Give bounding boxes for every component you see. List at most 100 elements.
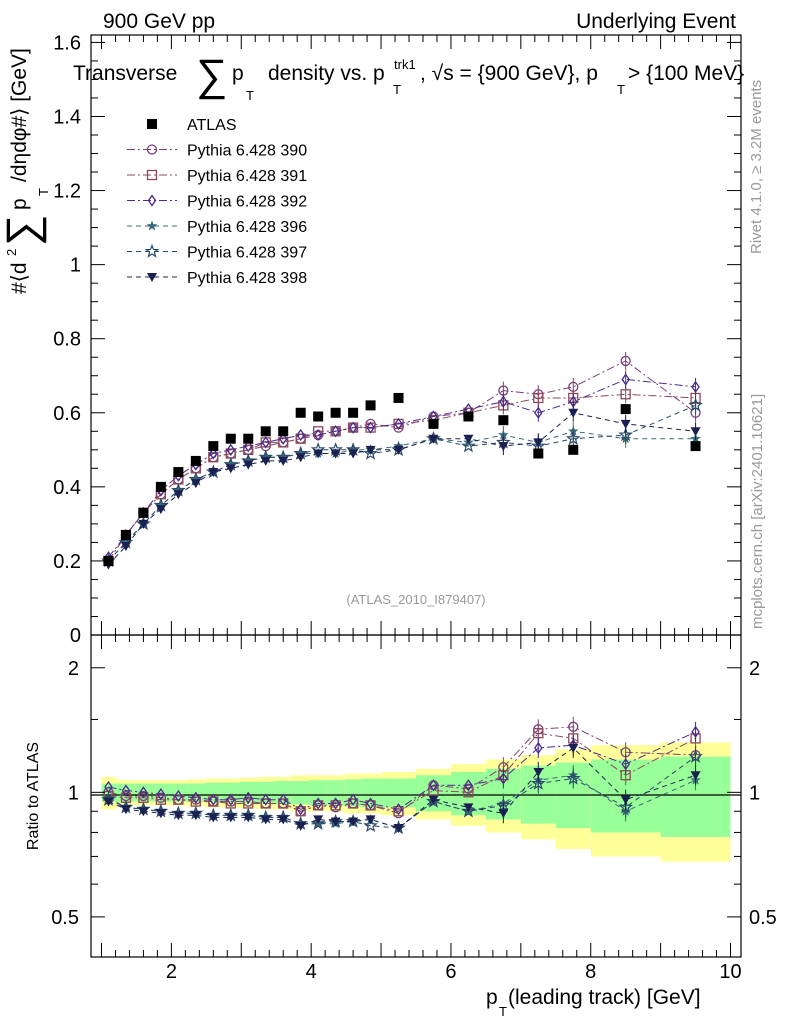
ratio-point [121, 784, 131, 797]
ylabel-part-b: /dηdφ#⟩ [GeV] [8, 48, 31, 182]
ratio-point [173, 794, 184, 805]
data-point [620, 389, 631, 400]
ratio-point [533, 767, 544, 777]
x-axis: 2 4 6 8 10 [100, 35, 742, 983]
title-sub-T: T [246, 88, 254, 103]
data-point [103, 555, 114, 566]
ratio-point [690, 771, 701, 781]
ratio-point [363, 818, 378, 833]
ratio-point [261, 793, 271, 806]
ratio-point [499, 772, 508, 785]
ylabel-sub-T: T [36, 188, 51, 196]
y-tick-label: 0.8 [53, 329, 81, 351]
mcplots-source-label: mcplots.cern.ch [arXiv:2401.10621] [749, 394, 766, 629]
ratio-point [463, 803, 474, 813]
data-point [331, 425, 340, 438]
ratio-point [260, 798, 271, 809]
legend-entry: ATLAS [147, 117, 237, 134]
data-point [347, 444, 359, 455]
ratio-band-inner [361, 778, 382, 808]
xlabel-p: p [486, 986, 498, 1009]
series-line [108, 393, 696, 562]
data-point [348, 421, 358, 434]
data-point [568, 444, 579, 455]
ratio-tick-label: 2 [68, 658, 79, 680]
ratio-point [429, 779, 438, 792]
ratio-point [139, 786, 148, 799]
ylabel-p: p [8, 198, 31, 210]
data-point [463, 411, 474, 422]
data-point [565, 430, 581, 445]
data-point [209, 447, 218, 460]
ratio-point [278, 815, 289, 825]
ratio-point [348, 817, 359, 827]
ratio-series-pythia-6-428-392 [104, 721, 700, 816]
ratio-point [530, 775, 546, 790]
ratio-point [103, 792, 114, 803]
data-point [690, 427, 701, 437]
data-point [365, 400, 376, 411]
series-line [108, 404, 696, 562]
y-tick-label: 0.4 [53, 477, 81, 499]
ratio-point [155, 809, 166, 819]
legend-marker [147, 194, 157, 207]
data-point [226, 443, 236, 456]
title-part-3: , √s = {900 GeV}, p [420, 62, 598, 85]
data-point [618, 427, 634, 442]
ratio-point [393, 806, 404, 817]
ratio-point [565, 770, 581, 785]
series-line [108, 360, 696, 562]
xlabel-rest: (leading track) [GeV] [508, 986, 701, 1009]
ratio-series-line [108, 732, 696, 812]
series-line [108, 412, 696, 565]
x-tick-label: 6 [445, 961, 456, 983]
header-left-label: 900 GeV pp [103, 10, 215, 33]
ratio-band-inner [274, 781, 292, 805]
legend-marker [146, 169, 158, 181]
y-tick-label: 1 [70, 255, 81, 277]
main-y-axis: 0 0.2 0.4 0.6 0.8 1 1.2 1.4 1.6 [53, 32, 741, 647]
title-sub-T-2: T [393, 82, 401, 97]
ratio-point [120, 805, 131, 815]
ratio-point [174, 789, 183, 803]
ratio-point [366, 797, 375, 810]
legend-entry: Pythia 6.428 390 [127, 143, 307, 160]
title-sup-trk1: trk1 [394, 57, 416, 72]
ratio-point [394, 803, 403, 816]
ratio-point [191, 791, 201, 804]
series-pythia-6-428-396 [103, 422, 701, 566]
data-point [278, 437, 289, 448]
data-point [330, 407, 341, 418]
data-point [393, 440, 404, 451]
ratio-tick-label-right: 0.5 [749, 907, 777, 929]
series-atlas [103, 392, 701, 566]
title-part-4: > {100 MeV} [628, 62, 744, 85]
ratio-point [208, 813, 219, 823]
title-sub-T-3: T [617, 82, 625, 97]
ratio-point [225, 813, 236, 823]
ylabel-part-a: #⟨d [8, 262, 31, 294]
data-point [620, 355, 631, 367]
ratio-point [173, 811, 184, 821]
legend: ATLAS Pythia 6.428 390 Pythia 6.428 391 Pyt… [127, 117, 307, 287]
data-point [225, 433, 236, 444]
data-point [313, 428, 323, 442]
ratio-band-inner [309, 780, 327, 806]
legend-label: Pythia 6.428 391 [187, 168, 307, 185]
chart-title: Transverse ∑ p T density vs. p trk1 T , … [73, 51, 744, 103]
ratio-band-inner [222, 782, 240, 803]
ratio-point [331, 797, 340, 810]
legend-entry: Pythia 6.428 398 [127, 270, 307, 287]
ratio-point [463, 787, 474, 798]
data-point [208, 468, 219, 478]
data-point [688, 397, 703, 412]
data-point [348, 407, 359, 418]
data-point [120, 542, 131, 552]
data-point [330, 449, 341, 459]
ratio-point [534, 741, 543, 755]
data-point [225, 459, 237, 470]
data-point [155, 505, 166, 515]
ratio-point [209, 793, 218, 806]
data-point [138, 519, 149, 529]
ratio-point [348, 793, 358, 806]
